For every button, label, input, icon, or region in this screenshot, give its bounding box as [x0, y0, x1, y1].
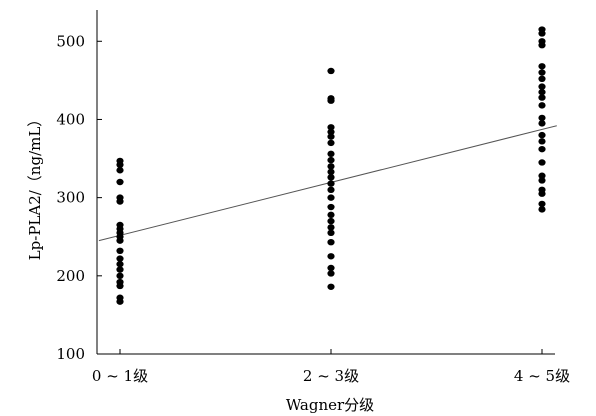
data-point: [538, 83, 546, 90]
data-point: [327, 217, 335, 225]
data-point: [327, 264, 335, 272]
data-point: [116, 161, 124, 168]
data-point: [538, 75, 546, 83]
data-point: [538, 177, 546, 184]
data-point: [327, 67, 335, 75]
data-point: [327, 133, 335, 140]
data-point: [538, 138, 546, 145]
axis-ticks: 100 200 300 400 500 0 ~ 1级 2 ~ 3级 4 ~ 5级: [56, 32, 570, 385]
x-axis-label: Wagner分级: [286, 396, 374, 414]
data-point: [116, 198, 124, 205]
data-point: [538, 63, 546, 70]
data-point: [538, 190, 546, 197]
data-point: [538, 206, 546, 213]
data-point: [538, 102, 546, 109]
y-tick-label: 100: [56, 345, 85, 363]
data-point: [116, 247, 124, 254]
data-point: [116, 178, 124, 186]
data-point: [327, 224, 335, 231]
data-point: [327, 156, 335, 164]
data-point: [116, 167, 124, 174]
data-point: [327, 186, 335, 194]
data-point: [327, 253, 335, 260]
data-point: [327, 180, 335, 187]
data-point: [538, 159, 546, 166]
data-point: [327, 229, 335, 237]
y-axis-label: Lp-PLA2/（ng/mL）: [26, 112, 44, 261]
data-point: [116, 266, 124, 273]
y-tick-label: 300: [56, 189, 85, 207]
x-tick-label: 4 ~ 5级: [514, 367, 570, 385]
data-point: [538, 131, 546, 139]
axes: [96, 10, 555, 355]
data-point: [538, 94, 546, 101]
data-point: [538, 172, 546, 179]
data-point: [327, 283, 335, 290]
data-point: [327, 128, 335, 136]
data-point: [327, 211, 335, 219]
y-tick-label: 500: [56, 32, 85, 50]
data-point: [327, 203, 335, 211]
data-point: [538, 30, 546, 37]
data-point: [116, 298, 124, 305]
data-point: [538, 41, 546, 49]
data-point: [116, 282, 124, 290]
data-point: [116, 237, 124, 244]
data-point: [327, 150, 335, 158]
data-point: [538, 88, 546, 96]
data-point: [116, 272, 124, 280]
data-point: [327, 174, 335, 181]
x-tick-label: 0 ~ 1级: [92, 367, 148, 385]
data-point: [327, 194, 335, 201]
data-point: [538, 114, 546, 122]
data-point: [327, 270, 335, 277]
data-point: [327, 168, 335, 176]
data-point: [538, 120, 546, 127]
data-point: [327, 97, 335, 104]
y-tick-label: 200: [56, 267, 85, 285]
data-point: [116, 260, 124, 268]
data-point: [538, 145, 546, 153]
data-point: [327, 163, 335, 170]
data-points: [116, 26, 546, 305]
data-point: [116, 255, 124, 262]
y-tick-label: 400: [56, 110, 85, 128]
data-point: [538, 69, 546, 76]
x-tick-label: 2 ~ 3级: [303, 367, 359, 385]
data-point: [327, 124, 335, 131]
data-point: [538, 200, 546, 208]
data-point: [327, 139, 335, 147]
data-point: [327, 239, 335, 246]
